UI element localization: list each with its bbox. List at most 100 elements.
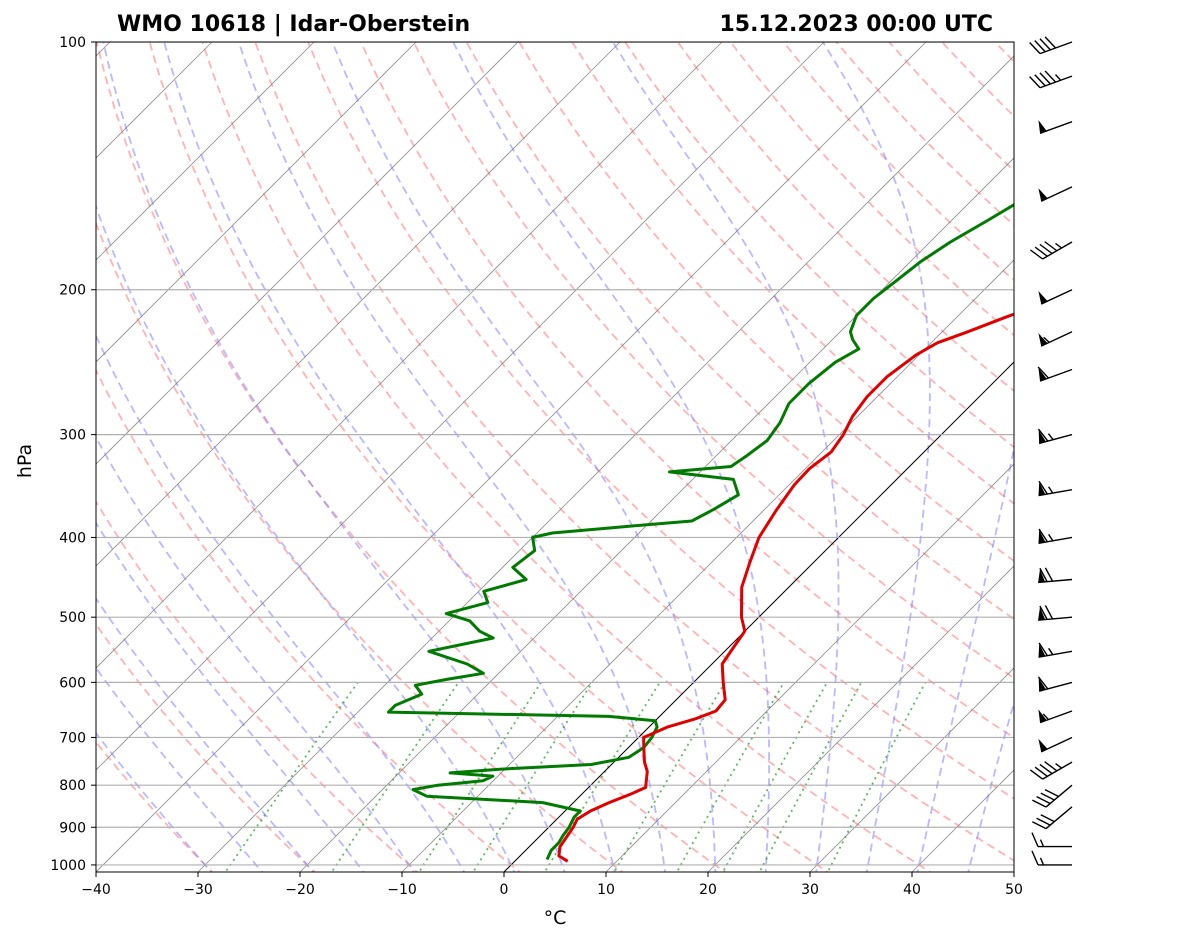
wind-barb (1038, 331, 1073, 347)
isotherm-line (0, 42, 8, 872)
dry-adiabat-line (1153, 42, 1181, 876)
dry-adiabat-line (254, 42, 1014, 862)
isotherm-line (96, 42, 825, 771)
dry-adiabat-line (888, 42, 1014, 172)
wind-barb (1038, 186, 1073, 202)
wind-barb (1038, 567, 1073, 584)
y-axis-label: hPa (14, 444, 36, 478)
dry-adiabat-line (412, 42, 1014, 680)
x-tick-label: 0 (500, 882, 509, 898)
isotherm-line (96, 42, 315, 261)
moist-adiabat-line (96, 597, 315, 872)
x-tick-label: −20 (285, 882, 315, 898)
dry-adiabat-line (835, 42, 1014, 227)
wind-barb (1038, 736, 1073, 753)
moist-adiabat-line (967, 699, 1014, 872)
temperature-profile-line (557, 312, 1014, 863)
moist-adiabat-line (822, 42, 931, 872)
moist-adiabat-line (237, 42, 666, 872)
mixing-ratio-line (543, 681, 661, 872)
isotherm-line (401, 259, 1014, 872)
isotherm-line (96, 42, 723, 669)
isotherms (0, 42, 1181, 872)
y-tick-label: 1000 (50, 858, 86, 874)
plot-area (0, 42, 1181, 876)
dry-adiabat-line (307, 42, 1014, 800)
wind-barbs (1029, 36, 1073, 866)
mixing-ratio-line (826, 681, 927, 872)
mixing-ratio-line (613, 681, 726, 872)
plot-frame (95, 41, 1015, 873)
wind-barb (1038, 528, 1073, 544)
x-tick-label: 20 (699, 882, 717, 898)
chart-title-datetime: 15.12.2023 00:00 UTC (719, 12, 993, 37)
y-tick-label: 600 (59, 675, 86, 691)
wind-barb (1031, 832, 1072, 848)
dry-adiabat-line (994, 42, 1014, 63)
isotherm-line (605, 463, 1014, 872)
isotherm-line (96, 42, 927, 872)
moist-adiabat-line (96, 203, 516, 872)
dry-adiabat-line (729, 42, 1014, 337)
moist-adiabat-line (916, 444, 1014, 872)
mixing-ratio-line (675, 681, 785, 872)
x-axis-label: °C (544, 907, 567, 929)
dry-adiabat-line (96, 221, 624, 872)
isotherm-line (1013, 871, 1014, 872)
wind-barb (1029, 761, 1073, 780)
y-tick-label: 400 (59, 530, 86, 546)
isotherm-line (96, 42, 621, 567)
chart-title-station: WMO 10618 | Idar-Oberstein (117, 12, 470, 37)
moist-adiabat-line (96, 521, 365, 872)
isotherm-line (299, 157, 1014, 872)
x-axis: −40 −30 −20 −10 0 10 20 30 40 50 (81, 872, 1023, 898)
wind-barb (1031, 850, 1072, 866)
dry-adiabat-line (518, 42, 1014, 563)
isotherm-line (197, 55, 1014, 872)
wind-barb (1029, 70, 1073, 89)
mixing-ratio-lines (224, 681, 927, 872)
isotherm-line (1116, 42, 1181, 872)
dry-adiabat-line (96, 740, 214, 872)
dry-adiabat-line (148, 42, 830, 872)
x-tick-label: 40 (903, 882, 921, 898)
mixing-ratio-line (330, 681, 460, 872)
moist-adiabats (96, 42, 1014, 872)
dry-adiabat-line (782, 42, 1014, 282)
zero-isotherm (503, 361, 1014, 872)
wind-barb (1038, 642, 1073, 658)
dry-adiabat-line (359, 42, 1014, 739)
moist-adiabat-line (612, 42, 840, 872)
dry-adiabat-line (96, 500, 419, 872)
x-tick-label: 10 (597, 882, 615, 898)
mixing-ratio-line (418, 681, 542, 872)
wind-barb (1037, 428, 1073, 445)
wind-barb (1029, 241, 1073, 260)
dry-adiabat-line (96, 623, 317, 872)
dry-adiabat-line (96, 368, 522, 872)
dewpoint-profile-line (387, 203, 1014, 861)
y-tick-label: 500 (59, 610, 86, 626)
dry-adiabat-line (1048, 42, 1181, 876)
dry-adiabat-line (941, 42, 1014, 118)
wind-barb (1037, 366, 1073, 382)
x-tick-label: −30 (183, 882, 213, 898)
wind-barb (1032, 806, 1073, 830)
mixing-ratio-line (224, 681, 359, 872)
moist-adiabat-line (96, 435, 416, 872)
mixing-ratio-line (472, 681, 593, 872)
isotherm-line (707, 565, 1014, 872)
wind-barb (1037, 676, 1073, 692)
isotherm-line (809, 667, 1014, 872)
wind-barb (1029, 36, 1073, 55)
dry-adiabats (96, 42, 1181, 876)
dry-adiabat-line (677, 42, 1014, 392)
wind-barb (1038, 120, 1073, 134)
dry-adiabat-line (465, 42, 1014, 621)
dry-adiabat-line (1101, 42, 1181, 876)
y-tick-label: 900 (59, 820, 86, 836)
moist-adiabat-line (96, 666, 264, 872)
isotherm-line (96, 42, 519, 465)
y-tick-label: 100 (59, 35, 86, 51)
